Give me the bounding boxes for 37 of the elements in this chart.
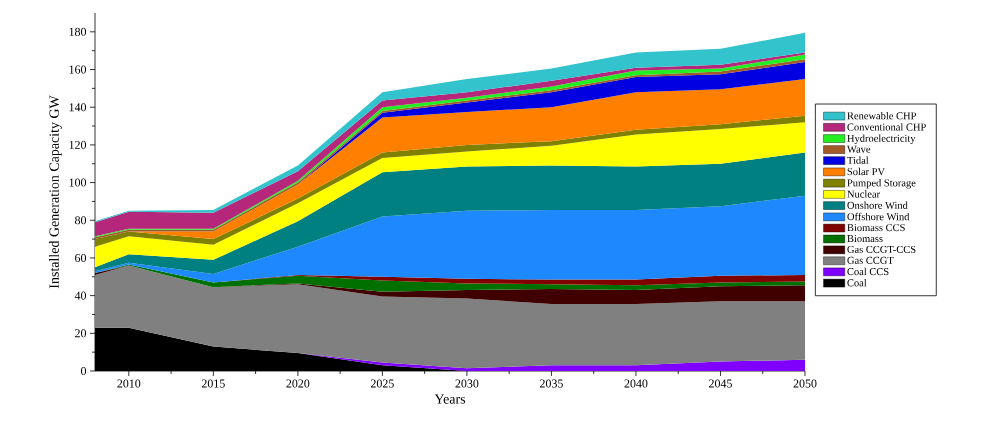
legend-label: Gas CCGT (847, 256, 894, 264)
y-tick-label: 0 (80, 366, 87, 376)
y-axis-title: Installed Generation Capacity GW (49, 95, 62, 289)
legend-label: Coal CCS (847, 267, 889, 276)
x-tick-label: 2020 (286, 379, 310, 388)
legend-label: Pumped Storage (847, 179, 916, 189)
y-tick-label: 120 (69, 140, 87, 149)
legend-label: Hydroelectricity (847, 134, 916, 144)
x-tick-label: 2045 (709, 379, 732, 388)
legend-label: Gas CCGT-CCS (847, 245, 916, 253)
x-tick-label: 2035 (540, 379, 563, 388)
y-tick-label: 40 (74, 291, 87, 300)
y-tick-label: 180 (69, 27, 87, 36)
y-tick-label: 80 (75, 216, 87, 225)
legend-label: Onshore Wind (847, 201, 908, 209)
x-tick-label: 2015 (201, 379, 225, 388)
x-tick-label: 2030 (455, 379, 479, 388)
y-tick-label: 20 (75, 329, 87, 338)
legend-label: Offshore Wind (847, 212, 910, 221)
legend-label: Nuclear (847, 190, 880, 198)
x-tick-label: 2010 (117, 379, 141, 388)
legend-label: Solar PV (847, 167, 885, 176)
x-tick-label: 2050 (793, 379, 817, 388)
y-tick-label: 100 (69, 178, 87, 187)
legend-label: Biomass (847, 235, 883, 243)
y-tick-label: 140 (69, 103, 87, 112)
legend-label: Conventional CHP (847, 123, 926, 131)
legend-label: Tidal (847, 156, 869, 164)
legend-label: Biomass CCS (847, 224, 905, 232)
y-tick-label: 160 (69, 65, 87, 74)
x-tick-label: 2040 (624, 379, 648, 388)
legend-label: Wave (846, 145, 871, 153)
x-axis-title: Years (434, 394, 466, 404)
y-tick-label: 60 (75, 253, 87, 262)
legend-label: Coal (847, 279, 867, 287)
x-tick-label: 2025 (370, 379, 394, 388)
legend-label: Renewable CHP (847, 112, 916, 120)
